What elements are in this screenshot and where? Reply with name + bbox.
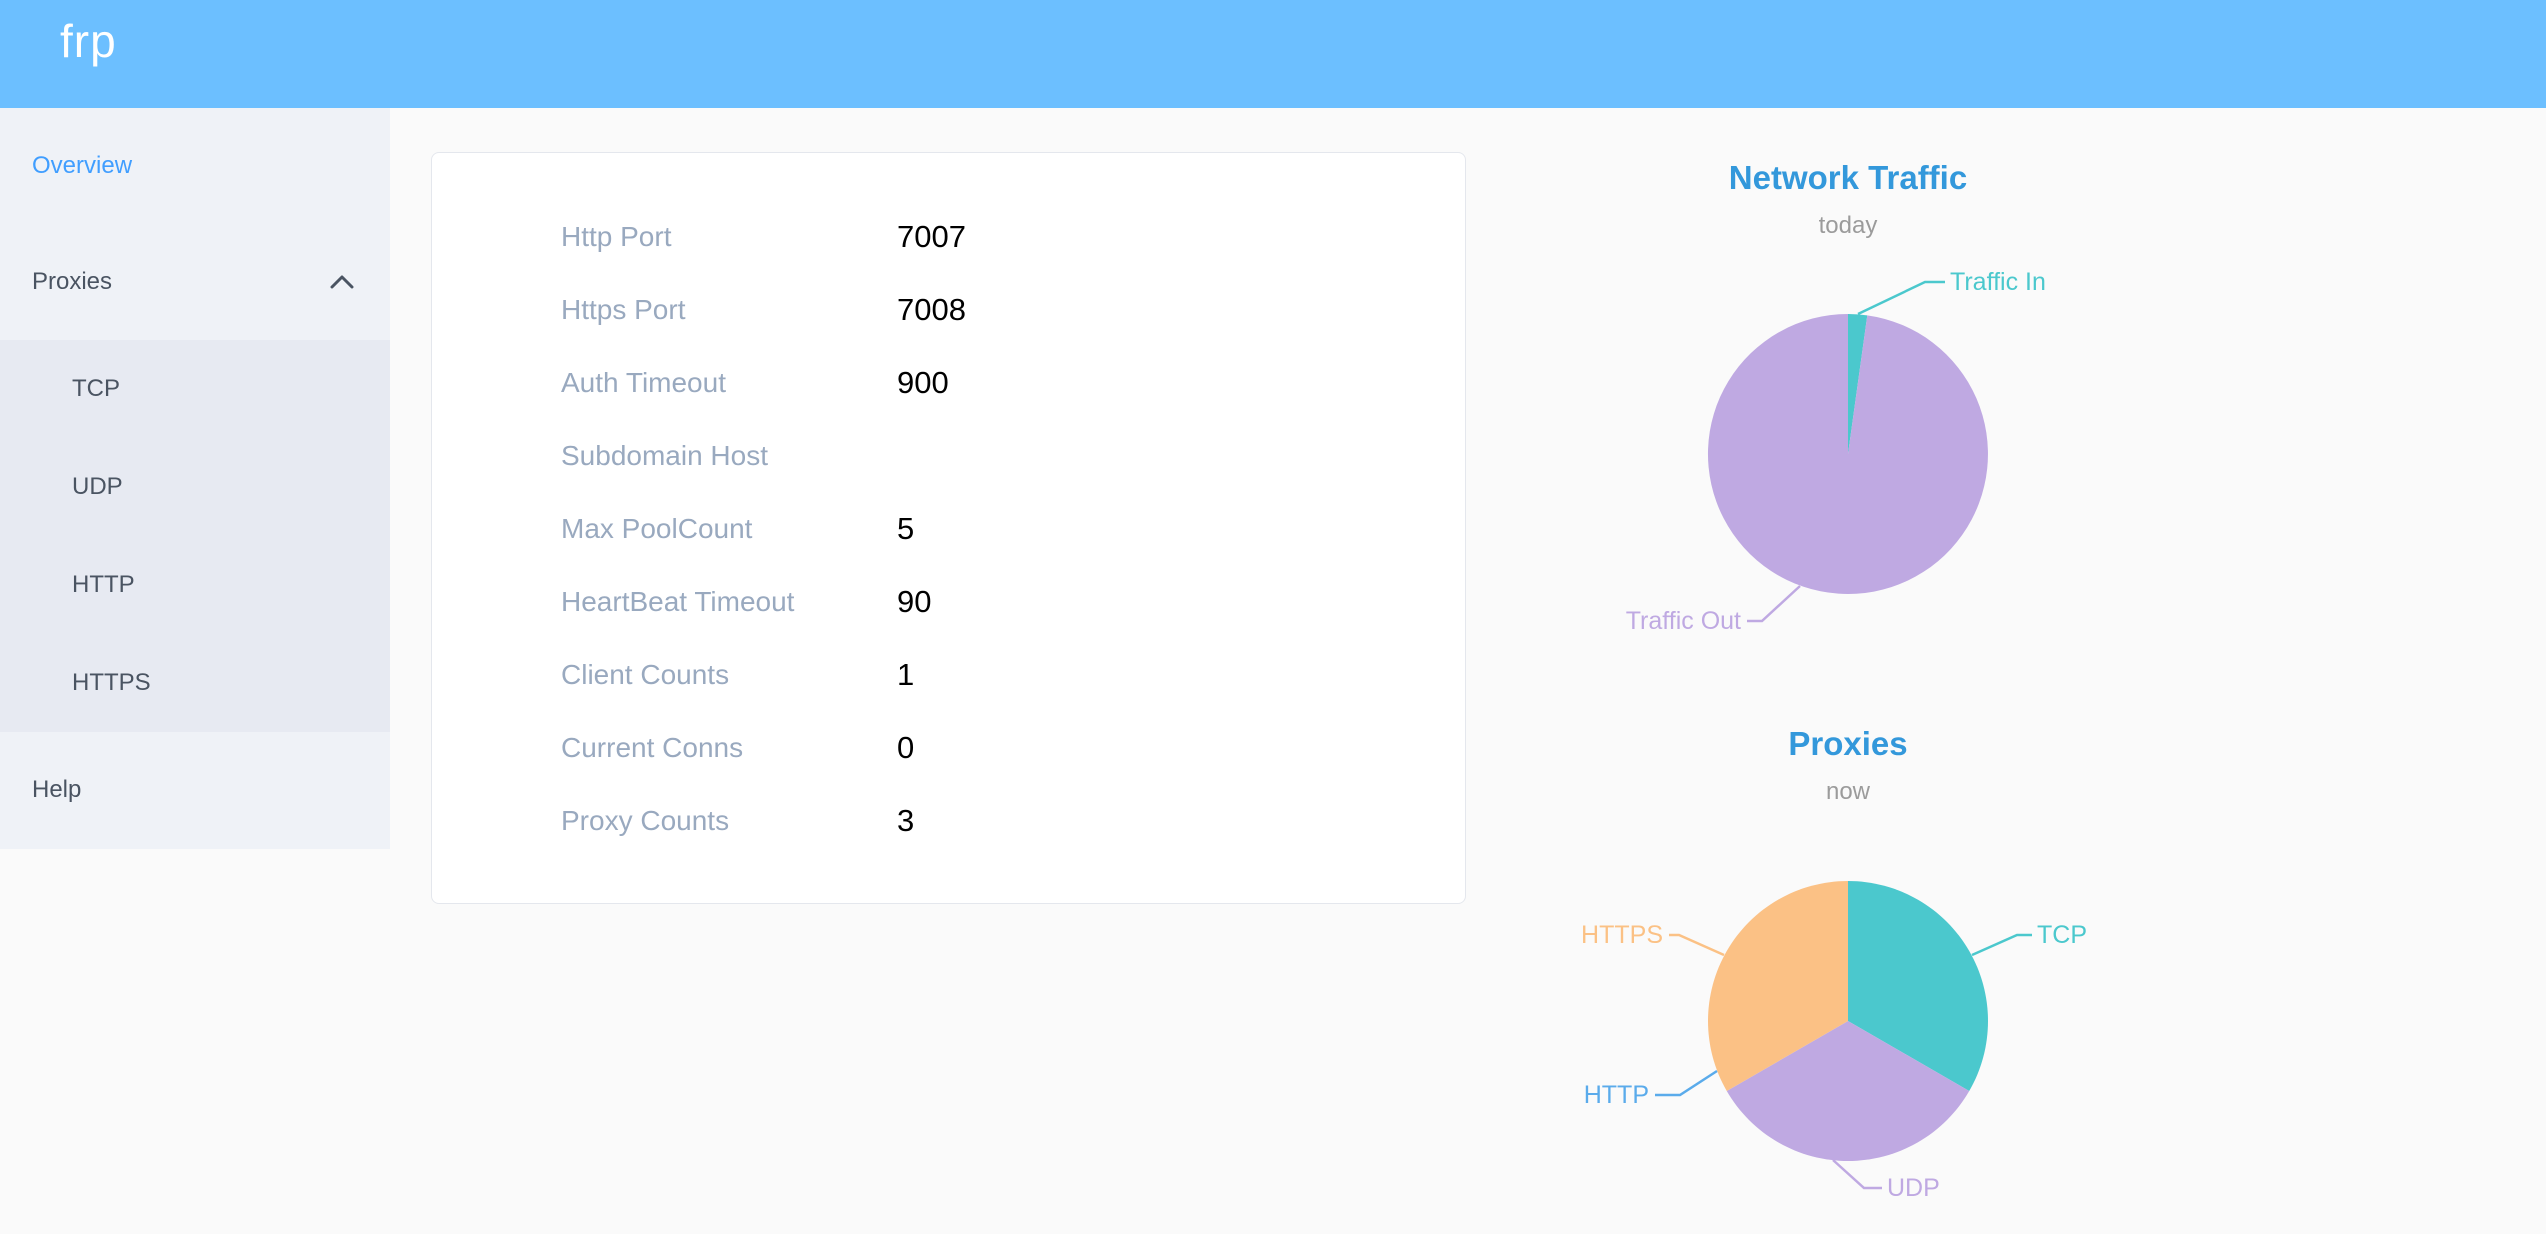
chart-subtitle: today xyxy=(1818,212,1878,239)
server-config-card: Http Port 7007 Https Port 7008 Auth Time… xyxy=(431,152,1466,904)
config-value: 1 xyxy=(897,656,915,692)
pie-label-udp: UDP xyxy=(1887,1174,1940,1202)
config-value: 0 xyxy=(897,729,915,765)
config-label: HeartBeat Timeout xyxy=(561,585,795,617)
chevron-up-icon[interactable] xyxy=(330,275,354,289)
network-traffic-pie: Traffic In Traffic Out xyxy=(1626,268,2046,635)
config-row: Subdomain Host xyxy=(432,419,1465,492)
sidebar-item-help[interactable]: Help xyxy=(0,732,390,848)
sidebar-item-label: HTTPS xyxy=(72,669,151,696)
config-row: Https Port 7008 xyxy=(432,273,1465,346)
chart-title: Network Traffic xyxy=(1728,159,1968,196)
pie-label-https: HTTPS xyxy=(1581,921,1663,949)
config-row: Client Counts 1 xyxy=(432,638,1465,711)
config-value: 3 xyxy=(897,802,915,838)
pie-label-http: HTTP xyxy=(1584,1081,1649,1109)
pie-label-tcp: TCP xyxy=(2037,921,2087,949)
pie-slice-traffic-out[interactable] xyxy=(1707,314,1988,594)
pie-label-line-traffic-in xyxy=(1857,280,1945,316)
config-row: Proxy Counts 3 xyxy=(432,784,1465,857)
config-label: Https Port xyxy=(561,293,686,325)
sidebar-item-label: UDP xyxy=(72,473,123,500)
pie-label-line-tcp xyxy=(1971,933,2032,957)
pie-slice-udp[interactable] xyxy=(1726,1021,1970,1161)
sidebar-item-https[interactable]: HTTPS xyxy=(0,634,390,732)
sidebar-item-tcp[interactable]: TCP xyxy=(0,340,390,438)
config-label: Auth Timeout xyxy=(561,366,726,398)
config-value: 7008 xyxy=(897,291,966,327)
config-value: 7007 xyxy=(897,218,966,254)
proxies-submenu: TCP UDP HTTP HTTPS xyxy=(0,340,390,732)
sidebar-item-overview[interactable]: Overview xyxy=(0,108,390,224)
pie-slice-traffic-in[interactable] xyxy=(1848,314,1868,454)
config-label: Current Conns xyxy=(561,731,744,763)
config-row: Auth Timeout 900 xyxy=(432,346,1465,419)
config-label: Proxy Counts xyxy=(561,804,730,836)
chart-subtitle: now xyxy=(1825,778,1871,805)
config-label: Http Port xyxy=(561,220,672,252)
pie-label-line-udp xyxy=(1832,1159,1882,1190)
sidebar-item-label: HTTP xyxy=(72,571,135,598)
config-label: Client Counts xyxy=(561,658,730,690)
sidebar-item-proxies[interactable]: Proxies xyxy=(0,224,390,340)
config-row: Current Conns 0 xyxy=(432,711,1465,784)
config-row: Max PoolCount 5 xyxy=(432,492,1465,565)
frp-logo: frp xyxy=(60,15,117,67)
config-row: HeartBeat Timeout 90 xyxy=(432,565,1465,638)
sidebar-item-label: Help xyxy=(32,776,82,803)
pie-slice-tcp[interactable] xyxy=(1848,881,1988,1091)
config-value: 90 xyxy=(897,583,932,619)
pie-label-line-traffic-out xyxy=(1747,585,1801,623)
network-traffic-chart: Network Traffic today Traffic In Traffic … xyxy=(1497,156,2199,676)
config-label: Max PoolCount xyxy=(561,512,753,544)
pie-label-traffic-in: Traffic In xyxy=(1950,268,2046,296)
config-value: 5 xyxy=(897,510,915,546)
pie-label-line-https xyxy=(1669,933,1725,957)
sidebar-item-udp[interactable]: UDP xyxy=(0,438,390,536)
top-header-bar: frp xyxy=(0,0,2546,108)
pie-label-line-http xyxy=(1655,1069,1718,1097)
sidebar: Overview Proxies TCP UDP HTTP HTTPS xyxy=(0,108,390,849)
pie-label-traffic-out: Traffic Out xyxy=(1626,607,1741,635)
sidebar-item-label: TCP xyxy=(72,375,120,402)
sidebar-item-http[interactable]: HTTP xyxy=(0,536,390,634)
pie-slice-https[interactable] xyxy=(1708,881,1848,1091)
sidebar-item-label: Overview xyxy=(32,152,133,179)
sidebar-item-label: Proxies xyxy=(32,268,113,295)
chart-title: Proxies xyxy=(1788,725,1908,762)
proxies-chart: Proxies now TCP UDP HTTP HTTPS xyxy=(1497,722,2199,1234)
config-value: 900 xyxy=(897,364,949,400)
config-row: Http Port 7007 xyxy=(432,200,1465,273)
proxies-pie: TCP UDP HTTP HTTPS xyxy=(1581,881,2087,1202)
config-label: Subdomain Host xyxy=(561,439,769,471)
